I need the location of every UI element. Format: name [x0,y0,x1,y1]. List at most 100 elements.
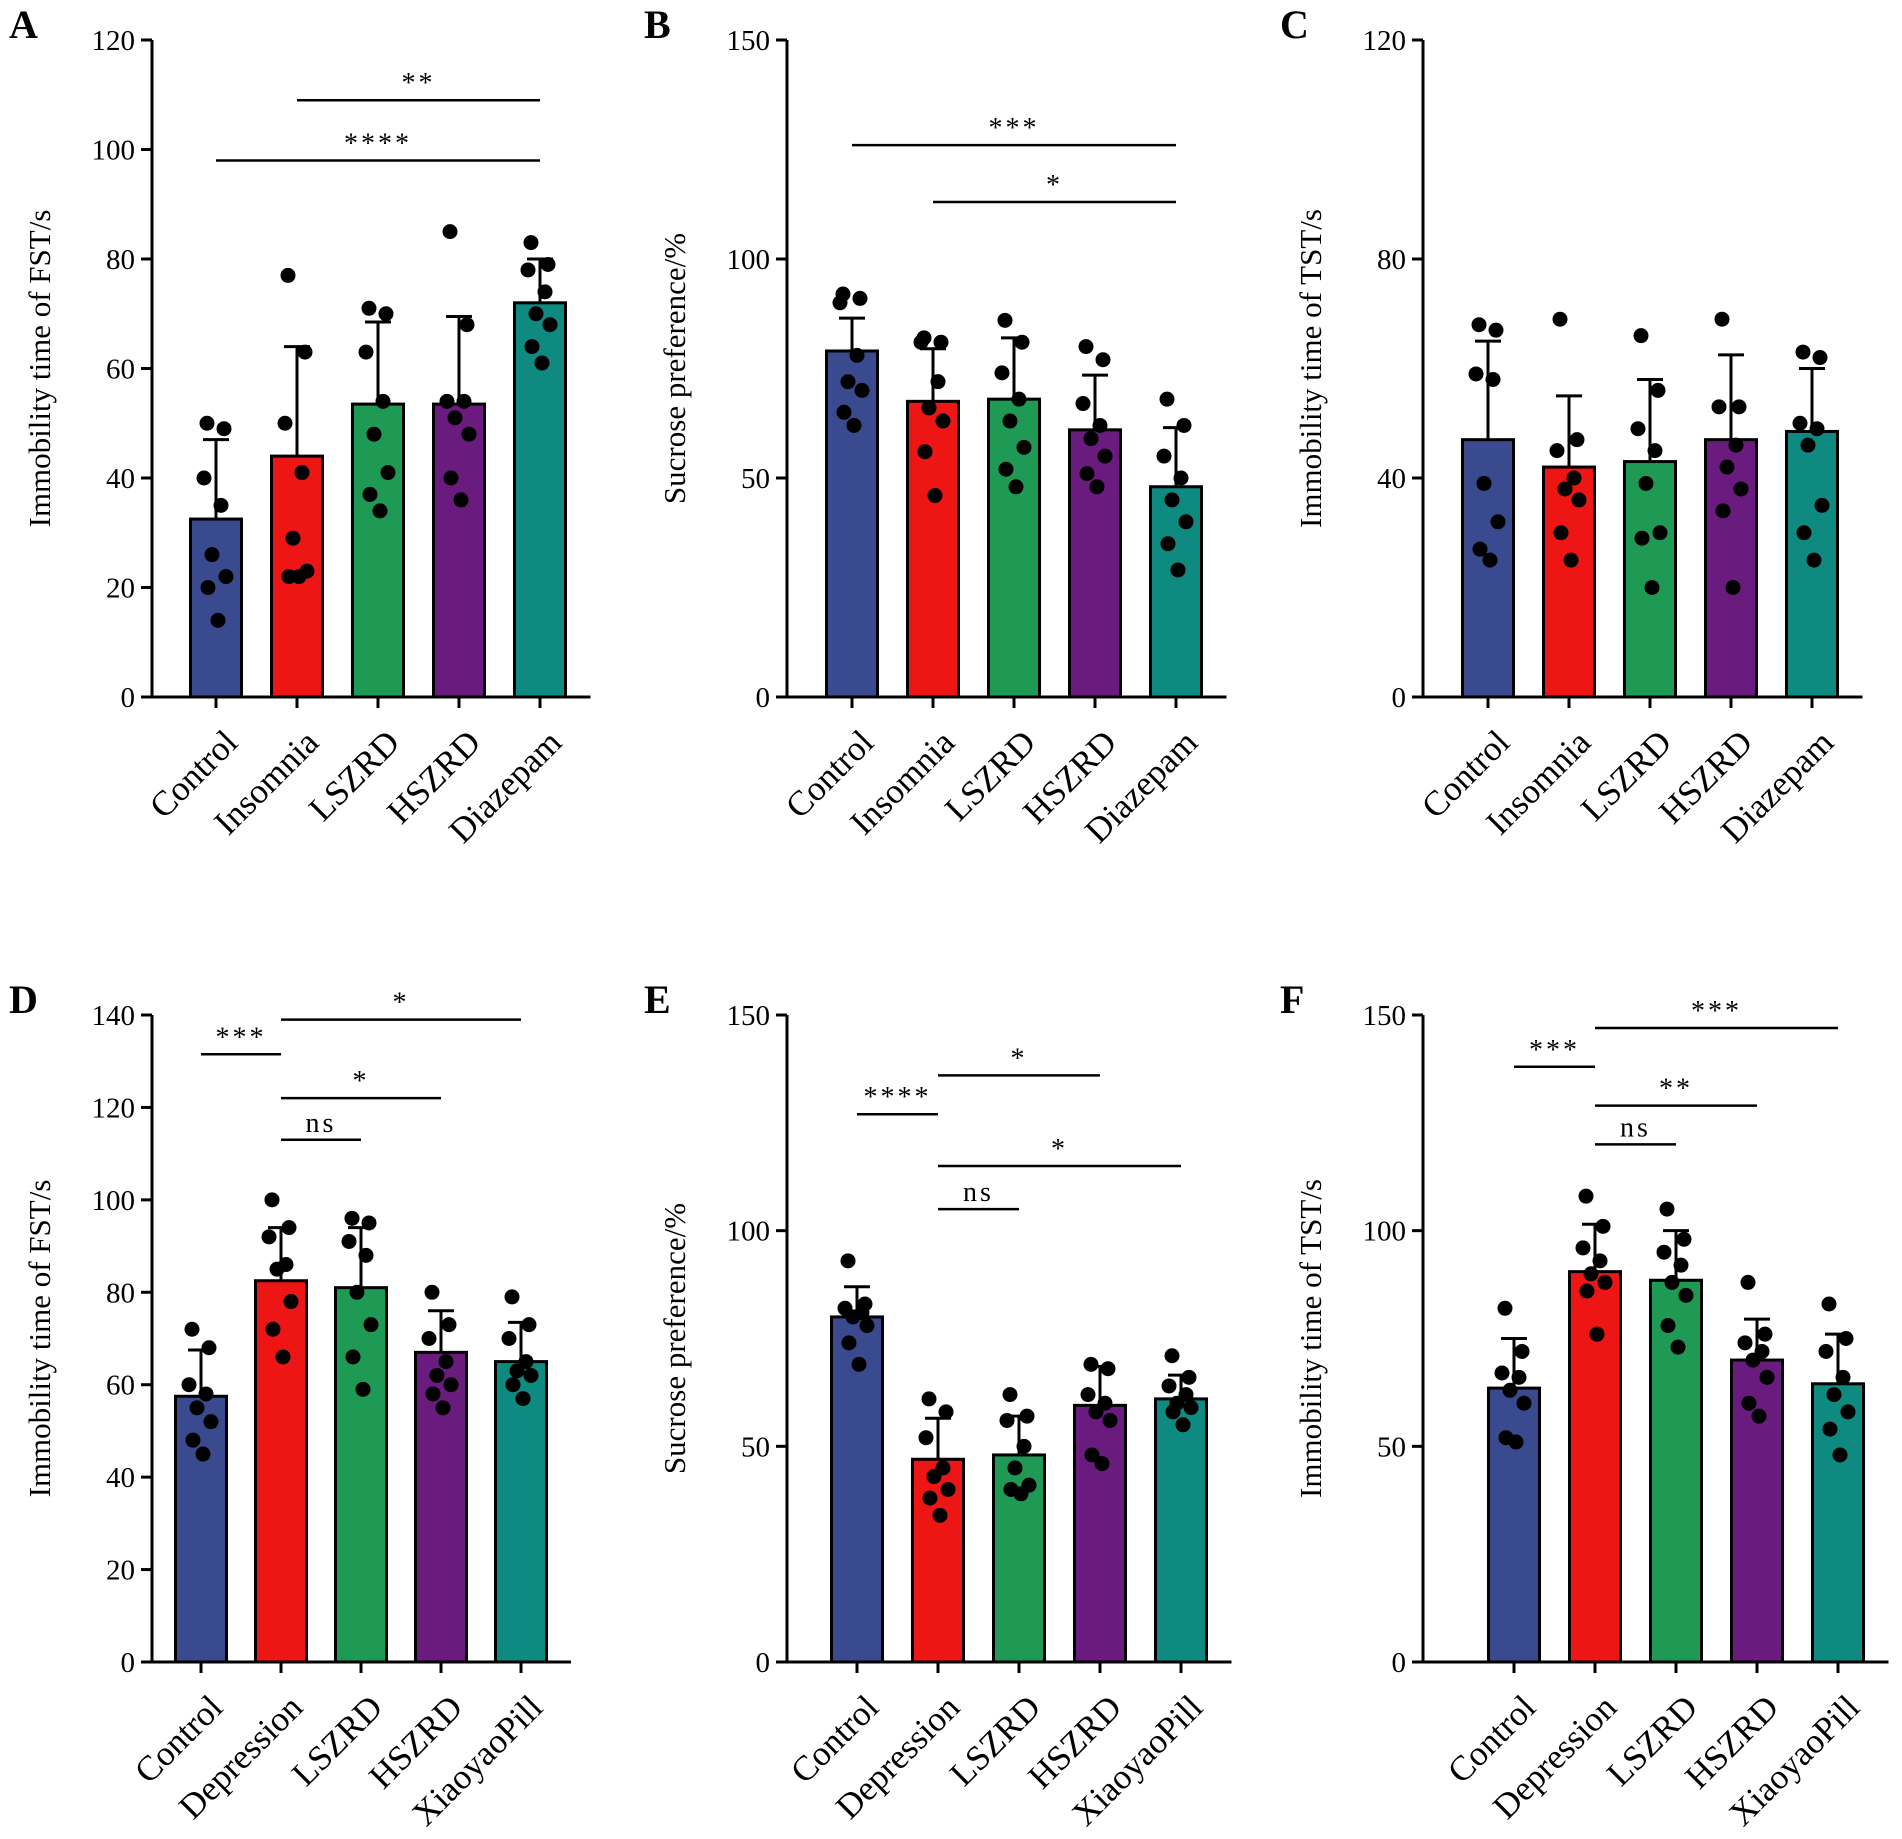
data-point [181,1377,197,1393]
y-tick-label: 100 [92,135,136,167]
data-point [523,1367,539,1383]
data-point [1806,552,1822,568]
data-point [1656,1244,1672,1260]
data-point [1759,1369,1775,1385]
data-point [509,1363,525,1379]
panel-letter: B [644,2,671,47]
data-point [1552,311,1568,327]
y-tick-label: 60 [106,1370,135,1402]
y-tick-label: 20 [106,573,135,605]
data-point [932,1507,948,1523]
significance-label: ** [402,68,436,99]
data-point [375,393,391,409]
y-tick-label: 50 [1377,1431,1406,1463]
data-point [1508,1434,1524,1450]
y-axis-title: Sucrose preference/% [657,1203,692,1474]
data-point [1173,470,1189,486]
data-point [198,1386,214,1402]
significance-label: * [1051,1134,1068,1165]
panel-letter: E [644,977,671,1022]
data-point [1571,492,1587,508]
data-point [1008,479,1024,495]
significance-label: * [1046,170,1063,201]
data-point [1630,421,1646,437]
y-tick-label: 80 [106,1277,135,1309]
data-point [203,1414,219,1430]
data-point [999,1412,1015,1428]
bar-hszrd [1704,438,1758,699]
data-point [1678,1287,1694,1303]
y-tick-label: 50 [741,463,770,495]
data-point [1583,1266,1599,1282]
data-point [1676,1231,1692,1247]
bar-hszrd [1730,1358,1784,1664]
data-point [933,334,949,350]
data-point [1832,1447,1848,1463]
data-point [1660,1318,1676,1334]
significance-label: *** [989,113,1040,144]
data-point [366,426,382,442]
data-point [1170,562,1186,578]
data-point [1737,1335,1753,1351]
significance-label: ns [1620,1112,1651,1143]
bar-lszrd [1649,1278,1703,1664]
data-point [1485,371,1501,387]
data-point [1511,1369,1527,1385]
data-point [185,1432,201,1448]
data-point [1557,481,1573,497]
data-point [921,400,937,416]
panel-letter: F [1280,977,1304,1022]
data-point [447,410,463,426]
data-point [841,1335,857,1351]
data-point [1178,514,1194,530]
data-point [501,1331,517,1346]
data-point [1476,475,1492,491]
data-point [280,267,296,283]
data-point [361,300,377,316]
data-point [998,461,1014,477]
bar-xiaoyaopill [494,1360,548,1664]
y-tick-label: 40 [106,463,135,495]
bar-control [189,517,243,699]
y-tick-label: 50 [741,1431,770,1463]
y-tick-label: 0 [756,682,771,714]
significance-label: ns [306,1108,337,1139]
data-point [1016,439,1032,455]
data-point [201,1340,217,1356]
data-point [1638,475,1654,491]
y-tick-label: 120 [1363,25,1407,57]
data-point [1183,1400,1199,1416]
data-point [429,1367,445,1383]
significance-label: * [353,1066,370,1097]
data-point [435,1400,451,1416]
data-point [1818,1343,1834,1359]
data-point [1089,479,1105,495]
data-point [1175,1417,1191,1433]
panel-d: D 0 20 40 60 80 100 120 140 Immobility time of FS… [9,977,571,1833]
data-point [459,317,475,333]
bar-hszrd [1068,428,1122,699]
y-tick-label: 100 [92,1185,136,1217]
data-point [1731,399,1747,415]
y-tick-label: 0 [1392,682,1407,714]
data-point [524,339,540,355]
data-point [1575,1240,1591,1256]
data-point [1714,311,1730,327]
data-point [1597,1274,1613,1290]
bar-lszrd [334,1286,388,1664]
data-point [1733,481,1749,497]
data-point [832,295,848,311]
data-point [1589,1326,1605,1342]
significance-label: **** [344,128,412,159]
panel-a: A 0 20 40 60 80 100 120 Immobility time of FST/s… [9,2,591,851]
data-point [1673,1257,1689,1273]
data-point [1659,1201,1675,1217]
panel-letter: D [9,977,38,1022]
significance-label: * [1011,1043,1028,1074]
data-point [515,1391,531,1407]
data-point [285,530,301,546]
data-point [199,415,215,431]
data-point [1751,1408,1767,1424]
